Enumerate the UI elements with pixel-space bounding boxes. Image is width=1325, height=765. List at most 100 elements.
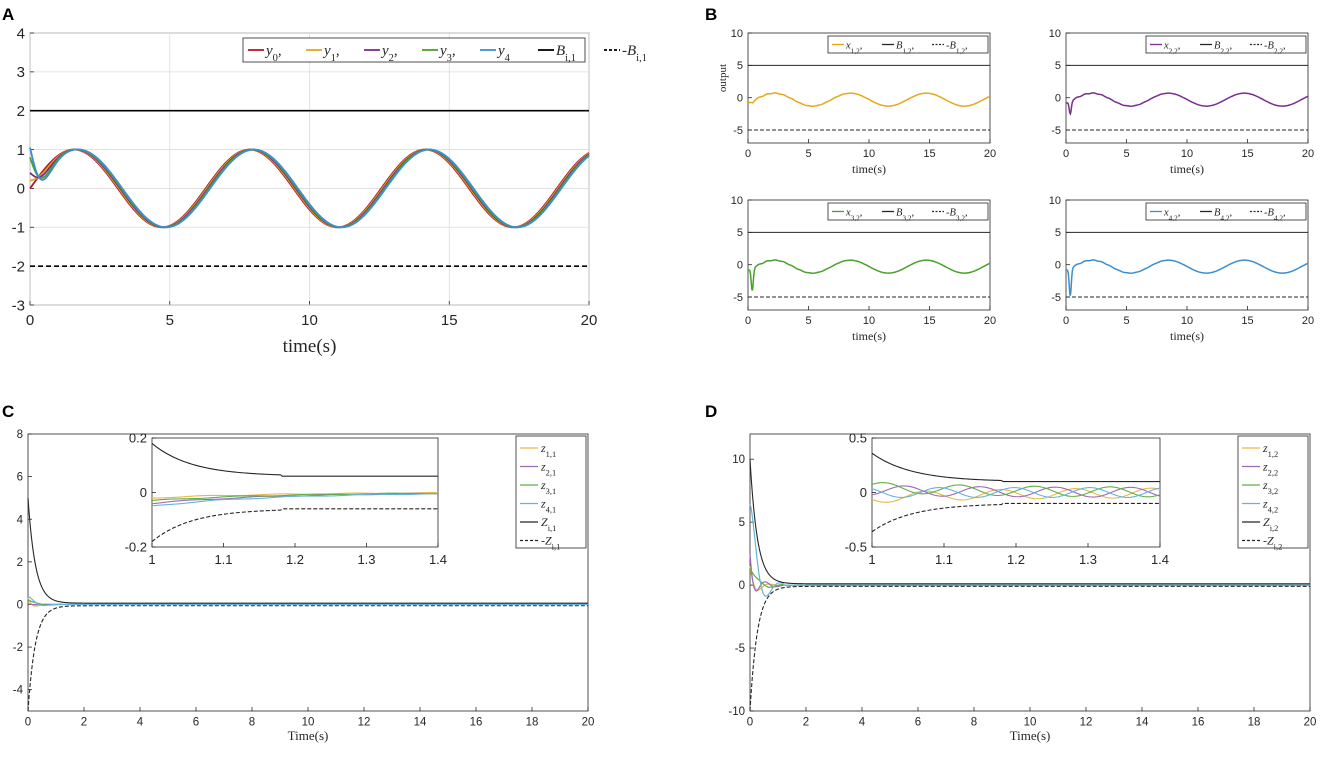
chart-d-inset-axes: 1 1.1 1.2 1.3 1.4 -0.5 0 0.5: [845, 431, 1169, 567]
chart-b4-xlabel: time(s): [1170, 329, 1204, 343]
chart-d-xtick-label: 0: [747, 717, 753, 729]
chart-c-inset-ytick-label: -0.2: [125, 540, 147, 555]
chart-c-xtick-label: 16: [470, 717, 483, 729]
chart-d-xlabel: Time(s): [1010, 728, 1051, 743]
chart-b4-ytick-label: 0: [1055, 260, 1061, 272]
chart-d-legend-label: z1,2: [1262, 441, 1278, 459]
panel-letter-a: A: [2, 5, 14, 24]
chart-b3-xtick-label: 0: [745, 315, 751, 327]
chart-b3-ytick-label: -5: [733, 292, 743, 304]
chart-c-legend-box: [515, 435, 587, 549]
chart-b3-legend-label: -B3,2,: [946, 208, 968, 223]
chart-b4-series-x4,2: [1065, 259, 1309, 296]
chart-d-xtick-label: 14: [1136, 717, 1149, 729]
chart-d-legend-label: z2,2: [1262, 460, 1278, 478]
chart-c-legend-label: Zi,1: [541, 515, 556, 533]
chart-b1-legend-label: x1,2,: [845, 41, 862, 56]
chart-c-legend-label: z4,1: [540, 497, 556, 515]
chart-a-xtick-label: 10: [301, 312, 318, 329]
chart-b1-legend: x1,2, B1,2, -B1,2,: [827, 35, 989, 56]
chart-c-xtick-label: 20: [582, 717, 595, 729]
chart-c-ytick-label: 6: [17, 472, 23, 484]
chart-b4-legend: x4,2, B4,2, -B4,2,: [1145, 202, 1307, 223]
chart-b1-xtick-label: 0: [745, 148, 751, 160]
chart-b4-xtick-label: 0: [1063, 315, 1069, 327]
chart-a-legend-label: y1,: [322, 43, 340, 64]
chart-a-ytick-label: 0: [17, 181, 25, 198]
chart-a-xtick-label: 20: [581, 312, 598, 329]
chart-b2-xtick-label: 5: [1123, 148, 1129, 160]
chart-d-series-z4: [749, 504, 1310, 597]
chart-a-legend: y0, y1, y2, y3, y4 Bi,1 -Bi,1: [242, 37, 647, 64]
chart-c-inset-ytick-label: 0.2: [129, 431, 147, 446]
chart-b1-xtick-label: 5: [805, 148, 811, 160]
chart-b4-xtick-label: 15: [1241, 315, 1253, 327]
chart-b4-legend-label: -B4,2,: [1264, 208, 1286, 223]
chart-d-inset-xtick-label: 1.1: [935, 552, 953, 567]
chart-d-upper-bound: [749, 459, 1310, 585]
chart-a-ytick-label: -2: [12, 258, 25, 275]
chart-c-xtick-label: 4: [137, 717, 144, 729]
chart-b1-ytick-label: 10: [731, 28, 743, 40]
chart-b2-xtick-label: 15: [1241, 148, 1253, 160]
chart-a-xtick-label: 0: [26, 312, 34, 329]
panel-letter-d: D: [705, 402, 717, 421]
chart-c-legend-label: -Zi,1: [541, 534, 560, 552]
chart-c-xtick-label: 14: [414, 717, 427, 729]
chart-b2-xtick-label: 0: [1063, 148, 1069, 160]
chart-b3-xtick-label: 20: [984, 315, 996, 327]
chart-c-xtick-label: 0: [25, 717, 31, 729]
chart-c-xtick-label: 6: [193, 717, 199, 729]
chart-a-legend-label: y4: [496, 43, 511, 64]
chart-c-inset-series-z4: [151, 492, 439, 507]
chart-b2-xtick-label: 20: [1302, 148, 1314, 160]
chart-c-xtick-label: 8: [249, 717, 255, 729]
chart-d-inset-upper-bound: [871, 452, 1160, 483]
chart-b4-ytick-label: 10: [1049, 195, 1061, 207]
chart-c-xtick-label: 2: [81, 717, 87, 729]
chart-c-xtick-label: 10: [302, 717, 315, 729]
chart-b3-legend-label: B3,2,: [896, 208, 914, 223]
chart-a-ytick-label: 2: [17, 103, 25, 120]
chart-b4-ytick-label: -5: [1051, 292, 1061, 304]
chart-b2-legend-label: -B2,2,: [1264, 41, 1286, 56]
chart-c-ytick-label: 2: [17, 557, 23, 569]
chart-d-ytick-label: -5: [735, 643, 745, 655]
chart-c-inset-axes: 1 1.1 1.2 1.3 1.4 -0.2 0 0.2: [125, 431, 447, 567]
chart-d-xtick-label: 6: [915, 717, 921, 729]
chart-d-xtick-label: 8: [971, 717, 977, 729]
chart-a-xlabel: time(s): [283, 336, 337, 357]
chart-c-ytick-label: 0: [17, 599, 23, 611]
chart-d-inset-ytick-label: 0.5: [849, 431, 867, 446]
chart-b4-ytick-label: 5: [1055, 227, 1061, 239]
chart-b2-ytick-label: 0: [1055, 93, 1061, 105]
chart-b2-legend-label: B2,2,: [1214, 41, 1232, 56]
chart-a-axes: 0 5 10 15 20 -3 -2 -1 0 1 2 3 4 y0, y1, y2, y3, y4 Bi,1 -Bi…: [12, 25, 647, 357]
chart-d-ytick-label: 0: [739, 580, 745, 592]
chart-c-ytick-label: -2: [13, 642, 23, 654]
chart-d-inset-series-z1: [871, 487, 1161, 503]
chart-a-ytick-label: 4: [17, 25, 25, 42]
chart-b4-legend-box: [1145, 202, 1307, 221]
chart-b3-ytick-label: 10: [731, 195, 743, 207]
chart-d-ytick-label: 5: [739, 517, 745, 529]
chart-d-legend-label: -Zi,2: [1263, 534, 1282, 552]
chart-d-legend-label: Zi,2: [1263, 515, 1278, 533]
chart-a-series-y4: [29, 147, 590, 229]
chart-d-inset-series-z2: [871, 485, 1161, 498]
panel-letter-c: C: [2, 402, 14, 421]
chart-b1-ytick-label: 0: [737, 93, 743, 105]
chart-a-ytick-label: 1: [17, 142, 25, 159]
chart-c-legend-label: z3,1: [540, 478, 556, 496]
chart-c-inset-xtick-label: 1.4: [429, 552, 447, 567]
chart-c-xtick-label: 18: [526, 717, 539, 729]
chart-b3-xtick-label: 15: [923, 315, 935, 327]
chart-b1-xtick-label: 20: [984, 148, 996, 160]
chart-a-ytick-label: -3: [12, 297, 25, 314]
chart-a-legend-label: -Bi,1: [622, 43, 647, 64]
chart-b3-legend-label: x3,2,: [845, 208, 862, 223]
chart-b2-legend-label: x2,2,: [1163, 41, 1180, 56]
